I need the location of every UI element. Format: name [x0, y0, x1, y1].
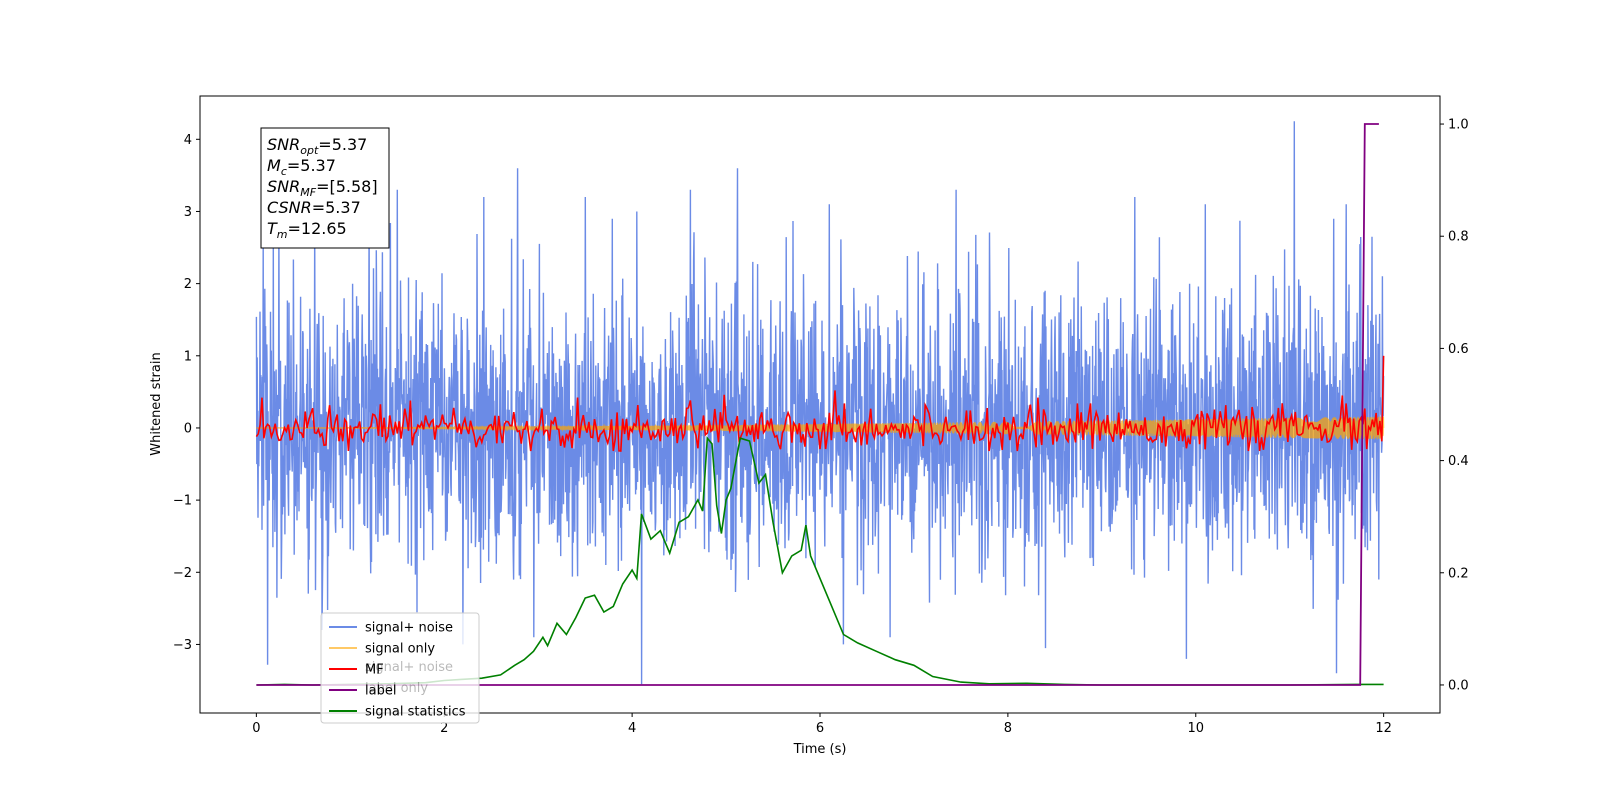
signal-only-line — [256, 416, 1385, 440]
annotation-line: Tm=12.65 — [267, 219, 347, 241]
legend-label: signal statistics — [365, 705, 466, 720]
y2-tick-label: 1.0 — [1448, 118, 1469, 133]
signal-noise-line — [255, 121, 1385, 685]
series-mf — [255, 355, 1385, 452]
y2-tick-label: 0.6 — [1448, 342, 1469, 357]
legend-label: label — [365, 684, 396, 699]
y-axis-right: 0.0 0.2 0.4 0.6 0.8 1.0 — [1440, 118, 1469, 693]
y-tick-label: 1 — [184, 349, 192, 364]
legend: signal+ noise label only signal+ noise sign… — [320, 612, 480, 724]
legend-ghost-label: label only — [365, 681, 428, 696]
legend-ghost-label: signal+ noise — [365, 660, 453, 675]
signal-statistics-line — [256, 436, 1384, 686]
legend-label: MF — [365, 663, 384, 678]
annotation-frame — [260, 127, 390, 249]
series-signal-noise — [255, 121, 1385, 685]
series-signal-only — [256, 416, 1385, 440]
legend-frame — [320, 612, 480, 724]
y-tick-label: 2 — [184, 277, 192, 292]
legend-label: signal+ noise — [365, 621, 453, 636]
x-tick-label: 4 — [628, 721, 636, 736]
annotation-line: Mc=5.37 — [267, 156, 336, 178]
y2-tick-label: 0.0 — [1448, 678, 1469, 693]
y-axis-label: Whitened strain — [149, 352, 164, 455]
y-tick-label: −3 — [173, 638, 192, 653]
x-tick-label: 8 — [1004, 721, 1012, 736]
mf-line — [255, 355, 1385, 452]
annotation-line: SNRMF=[5.58] — [267, 177, 378, 199]
series-label — [256, 123, 1379, 686]
y-tick-label: 4 — [184, 133, 192, 148]
label-line — [256, 123, 1379, 686]
x-tick-label: 0 — [252, 721, 260, 736]
x-tick-label: 2 — [440, 721, 448, 736]
x-axis-label: Time (s) — [793, 742, 847, 757]
y2-tick-label: 0.2 — [1448, 566, 1469, 581]
series-signal-statistics — [256, 436, 1384, 686]
x-tick-label: 6 — [816, 721, 824, 736]
annotation-line: SNRopt=5.37 — [267, 135, 367, 157]
x-tick-label: 12 — [1375, 721, 1392, 736]
y2-tick-label: 0.8 — [1448, 230, 1469, 245]
legend-label: signal only — [365, 642, 435, 657]
y-tick-label: −2 — [173, 566, 192, 581]
y-axis-left: −3 −2 −1 0 1 2 3 4 — [173, 133, 200, 653]
y-tick-label: 3 — [184, 205, 192, 220]
annotation-line: CSNR=5.37 — [267, 198, 361, 217]
y2-tick-label: 0.4 — [1448, 454, 1469, 469]
y-tick-label: −1 — [173, 494, 192, 509]
plot-area — [255, 121, 1385, 686]
y-tick-label: 0 — [184, 421, 192, 436]
x-tick-label: 10 — [1187, 721, 1204, 736]
